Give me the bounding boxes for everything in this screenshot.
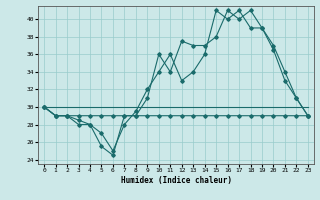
X-axis label: Humidex (Indice chaleur): Humidex (Indice chaleur) [121, 176, 231, 185]
